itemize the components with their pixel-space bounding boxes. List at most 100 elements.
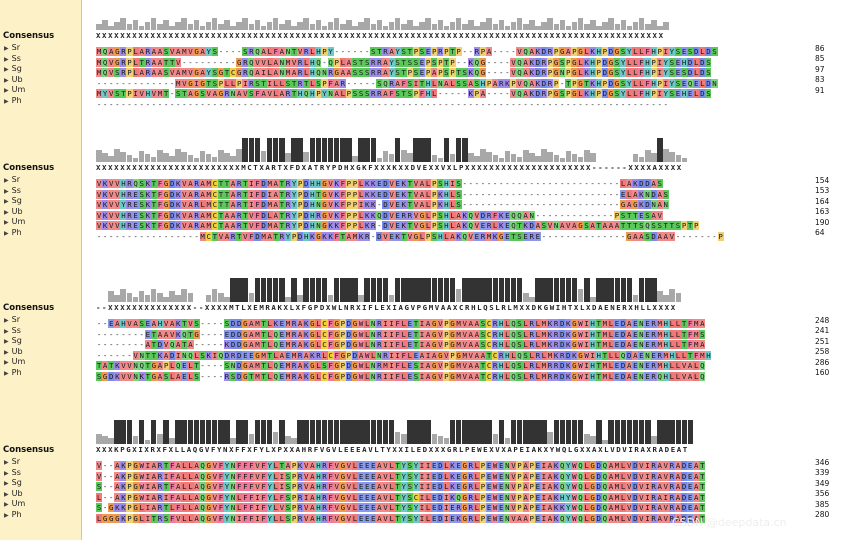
- species-label[interactable]: ▶ Sr: [4, 315, 20, 324]
- conservation-bar: [150, 289, 157, 302]
- conservation-bar: [480, 420, 486, 444]
- expand-triangle-icon[interactable]: ▶: [4, 66, 9, 73]
- conservation-bar: [608, 278, 614, 302]
- conservation-bar: [614, 278, 620, 302]
- expand-triangle-icon[interactable]: ▶: [4, 490, 9, 498]
- conservation-bar: [248, 24, 254, 30]
- conservation-bar: [462, 420, 468, 444]
- conservation-bar: [181, 18, 187, 30]
- species-name: Ph: [11, 95, 22, 105]
- expand-triangle-icon[interactable]: ▶: [4, 55, 9, 63]
- conservation-bar: [297, 420, 303, 444]
- species-label[interactable]: ▶ Ph: [4, 368, 22, 377]
- species-label[interactable]: ▶ Um: [4, 85, 25, 94]
- conservation-bar: [120, 289, 126, 302]
- species-label[interactable]: ▶ Sr: [4, 175, 20, 184]
- consensus-label: Consensus: [3, 445, 55, 455]
- conservation-bar: [401, 278, 407, 302]
- expand-triangle-icon[interactable]: ▶: [4, 45, 9, 52]
- conservation-bars: [96, 276, 682, 302]
- conservation-bar: [260, 420, 267, 444]
- conservation-bar: [120, 18, 126, 30]
- watermark: CSDN @deepdata.cn: [672, 516, 787, 529]
- row-position-number: 163: [815, 207, 830, 216]
- species-label[interactable]: ▶ Ss: [4, 468, 21, 477]
- expand-triangle-icon[interactable]: ▶: [4, 338, 9, 345]
- species-label[interactable]: ▶ Ph: [4, 228, 22, 237]
- conservation-bar: [224, 297, 230, 302]
- conservation-bar: [291, 26, 297, 30]
- conservation-bar: [138, 420, 145, 444]
- species-label[interactable]: ▶ Ss: [4, 54, 21, 63]
- conservation-bar: [114, 149, 120, 162]
- conservation-bar: [553, 278, 559, 302]
- expand-triangle-icon[interactable]: ▶: [4, 187, 9, 195]
- species-label[interactable]: ▶ Sg: [4, 478, 22, 487]
- species-label[interactable]: ▶ Um: [4, 217, 25, 226]
- expand-triangle-icon[interactable]: ▶: [4, 501, 9, 508]
- conservation-bar: [364, 138, 370, 162]
- conservation-bar: [504, 151, 511, 162]
- species-name: Ss: [11, 467, 21, 477]
- expand-triangle-icon[interactable]: ▶: [4, 97, 9, 105]
- conservation-bar: [96, 434, 102, 444]
- conservation-bar: [340, 24, 346, 30]
- species-label[interactable]: ▶ Ph: [4, 510, 22, 519]
- conservation-bar: [364, 278, 370, 302]
- conservation-bar: [431, 434, 437, 444]
- row-position-number: 286: [815, 357, 830, 367]
- species-label[interactable]: ▶ Sr: [4, 43, 20, 52]
- species-label[interactable]: ▶ Sr: [4, 457, 20, 466]
- species-label[interactable]: ▶ Ub: [4, 207, 23, 216]
- species-label[interactable]: ▶ Ub: [4, 75, 23, 84]
- expand-triangle-icon[interactable]: ▶: [4, 229, 9, 237]
- species-label[interactable]: ▶ Sg: [4, 336, 22, 345]
- species-name: Sr: [11, 175, 20, 184]
- species-label[interactable]: ▶ Ss: [4, 186, 21, 195]
- conservation-bar: [218, 24, 224, 30]
- conservation-bar: [559, 278, 566, 302]
- conservation-bar: [211, 420, 218, 444]
- conservation-bar: [358, 138, 364, 162]
- species-label[interactable]: ▶ Sg: [4, 196, 22, 205]
- conservation-bar: [187, 24, 193, 30]
- species-label[interactable]: ▶ Sg: [4, 64, 22, 73]
- expand-triangle-icon[interactable]: ▶: [4, 327, 9, 335]
- expand-triangle-icon[interactable]: ▶: [4, 76, 9, 84]
- species-label[interactable]: ▶ Ub: [4, 347, 23, 356]
- species-name: Ss: [11, 185, 21, 195]
- conservation-bar: [565, 151, 572, 162]
- expand-triangle-icon[interactable]: ▶: [4, 219, 9, 226]
- expand-triangle-icon[interactable]: ▶: [4, 198, 9, 205]
- conservation-bar: [620, 278, 627, 302]
- species-label[interactable]: ▶ Ub: [4, 489, 23, 498]
- expand-triangle-icon[interactable]: ▶: [4, 511, 9, 519]
- conservation-bar: [102, 20, 108, 30]
- expand-triangle-icon[interactable]: ▶: [4, 208, 9, 216]
- expand-triangle-icon[interactable]: ▶: [4, 317, 9, 324]
- species-label[interactable]: ▶ Ss: [4, 326, 21, 335]
- conservation-bar: [413, 278, 419, 302]
- conservation-bar: [675, 293, 681, 302]
- expand-triangle-icon[interactable]: ▶: [4, 469, 9, 477]
- expand-triangle-icon[interactable]: ▶: [4, 369, 9, 377]
- expand-triangle-icon[interactable]: ▶: [4, 359, 9, 366]
- conservation-bar: [492, 155, 498, 162]
- conservation-bar: [315, 278, 322, 302]
- conservation-bar: [620, 420, 627, 444]
- expand-triangle-icon[interactable]: ▶: [4, 177, 9, 184]
- expand-triangle-icon[interactable]: ▶: [4, 87, 9, 94]
- expand-triangle-icon[interactable]: ▶: [4, 480, 9, 487]
- conservation-bar: [132, 297, 139, 302]
- expand-triangle-icon[interactable]: ▶: [4, 348, 9, 356]
- species-name: Sr: [11, 457, 20, 466]
- species-label[interactable]: ▶ Um: [4, 499, 25, 508]
- conservation-bar: [102, 153, 108, 162]
- species-label[interactable]: ▶ Ph: [4, 96, 22, 105]
- expand-triangle-icon[interactable]: ▶: [4, 459, 9, 466]
- conservation-bar: [376, 20, 383, 30]
- species-label[interactable]: ▶ Um: [4, 357, 25, 366]
- conservation-bar: [370, 420, 376, 444]
